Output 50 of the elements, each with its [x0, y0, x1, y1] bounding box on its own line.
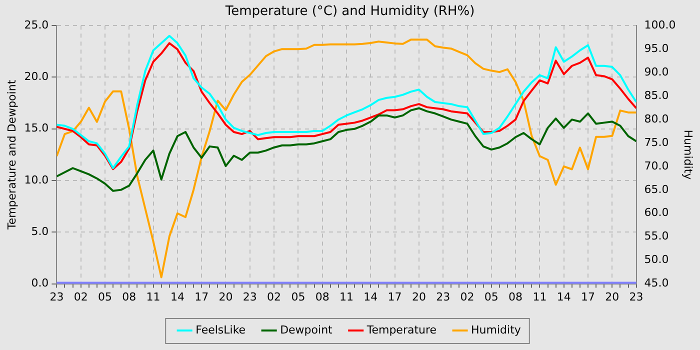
x-tick-label: 11 — [340, 290, 354, 304]
x-tick-label: 11 — [146, 290, 160, 304]
chart-title: Temperature (°C) and Humidity (RH%) — [224, 4, 475, 20]
y2-tick-label: 70.0 — [644, 159, 669, 172]
x-tick-label: 17 — [581, 290, 596, 304]
x-tick-label: 23 — [242, 290, 257, 304]
y-tick-label: 20.0 — [24, 70, 49, 84]
y2-tick-label: 60.0 — [644, 206, 669, 220]
y2-tick-label: 80.0 — [644, 112, 669, 126]
x-tick-label: 23 — [629, 290, 644, 304]
x-tick-label: 08 — [315, 290, 330, 304]
x-tick-label: 05 — [484, 290, 498, 304]
y2-axis-title: Humidity — [682, 130, 695, 180]
y2-tick-label: 90.0 — [644, 65, 669, 78]
x-tick-label: 14 — [170, 290, 184, 304]
x-tick-label: 08 — [122, 290, 136, 304]
x-tick-label: 02 — [74, 290, 88, 304]
y2-tick-label: 100.0 — [644, 18, 676, 32]
legend-label: Humidity — [471, 323, 522, 336]
y-tick-label: 0.0 — [31, 276, 49, 290]
y2-tick-label: 85.0 — [644, 88, 669, 102]
x-tick-label: 17 — [388, 290, 402, 304]
x-tick-label: 11 — [532, 290, 547, 304]
y-tick-label: 15.0 — [24, 122, 49, 135]
legend-label: Dewpoint — [280, 323, 334, 336]
y-tick-label: 10.0 — [24, 173, 49, 186]
x-tick-label: 05 — [291, 290, 306, 304]
x-tick-label: 02 — [267, 290, 282, 304]
y-tick-label: 25.0 — [24, 18, 49, 32]
x-tick-label: 14 — [556, 290, 571, 304]
y2-tick-label: 95.0 — [644, 42, 669, 55]
y2-tick-label: 50.0 — [644, 253, 669, 266]
x-tick-label: 08 — [508, 290, 523, 304]
y2-tick-label: 75.0 — [644, 136, 669, 149]
legend-label: FeelsLike — [196, 323, 246, 336]
x-tick-label: 20 — [218, 290, 233, 304]
y2-tick-label: 65.0 — [644, 182, 669, 196]
x-tick-label: 02 — [460, 290, 474, 304]
y2-tick-label: 55.0 — [644, 230, 669, 243]
y-axis-title: Temperature and Dewpoint — [5, 79, 18, 231]
x-tick-label: 05 — [98, 290, 112, 304]
y-tick-label: 5.0 — [31, 225, 49, 238]
x-tick-label: 20 — [605, 290, 620, 304]
x-tick-label: 17 — [194, 290, 209, 304]
x-tick-label: 23 — [50, 290, 64, 304]
x-tick-label: 14 — [364, 290, 378, 304]
x-tick-label: 20 — [412, 290, 426, 304]
x-tick-label: 23 — [436, 290, 450, 304]
legend-label: Temperature — [366, 323, 437, 336]
y2-tick-label: 45.0 — [644, 276, 669, 290]
